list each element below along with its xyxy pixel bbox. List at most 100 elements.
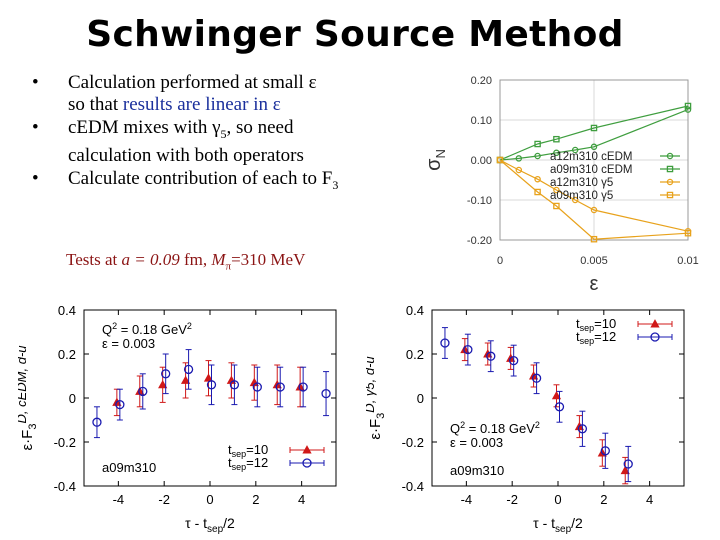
sigma-n-chart: 0.20 0.10 0.00 -0.10 -0.20 0 0.005 0.01 ε σN a12m3… xyxy=(423,75,699,295)
x-axis-label: τ - tsep/2 xyxy=(533,515,583,535)
data-point xyxy=(590,235,598,243)
data-point xyxy=(298,382,308,392)
y-tick-label: 0.2 xyxy=(58,347,76,362)
series-line-1 xyxy=(499,105,689,161)
bullet-item-2: cEDM mixes with γ5, so need calculation … xyxy=(30,117,450,167)
slide-title: Schwinger Source Method xyxy=(86,14,624,55)
x-tick-label: -2 xyxy=(506,492,518,507)
y-tick-label: 0.4 xyxy=(58,303,76,318)
x-tick-label: 0 xyxy=(497,255,503,267)
x-tick-label: 2 xyxy=(600,492,607,507)
y-tick-label: 0.4 xyxy=(406,303,424,318)
data-point xyxy=(183,364,194,375)
annotation-epsilon: ε = 0.003 xyxy=(450,435,503,450)
x-tick-label: 0 xyxy=(206,492,213,507)
bullet-item-3: Calculate contribution of each to F3 xyxy=(30,168,450,196)
data-point xyxy=(534,175,541,183)
data-point xyxy=(226,375,237,384)
data-point xyxy=(275,382,285,392)
data-point xyxy=(571,196,579,204)
legend-label: a12m310 cEDM xyxy=(550,151,632,163)
data-point xyxy=(620,465,630,475)
bullet-item-1: Calculation performed at small ε so that… xyxy=(30,72,450,116)
data-point xyxy=(534,140,541,148)
data-point xyxy=(590,143,598,151)
data-point xyxy=(553,135,560,143)
y-tick-label: 0.10 xyxy=(471,115,492,127)
data-point xyxy=(534,188,541,196)
y-tick-label: -0.4 xyxy=(402,479,424,494)
data-point xyxy=(553,202,560,210)
legend-marker xyxy=(302,445,312,454)
y-tick-label: -0.2 xyxy=(54,435,76,450)
legend-marker xyxy=(302,458,312,468)
data-point xyxy=(554,402,565,412)
legend-label: a09m310 γ5 xyxy=(550,190,613,202)
data-point xyxy=(590,206,598,214)
annotation-ensemble: a09m310 xyxy=(102,460,156,475)
data-point xyxy=(161,369,171,379)
data-point xyxy=(515,166,523,174)
legend-marker xyxy=(666,165,674,173)
data-point xyxy=(138,386,148,397)
y-tick-label: -0.10 xyxy=(467,195,492,207)
y-axis-label: σN xyxy=(423,149,448,171)
bullet-list: Calculation performed at small ε so that… xyxy=(30,72,450,197)
legend-label: tsep=10 xyxy=(576,316,616,333)
data-point xyxy=(600,446,610,456)
data-point xyxy=(509,355,519,366)
y-axis-label: ε·F3D, γ5, d-u xyxy=(366,356,387,439)
x-tick-label: -2 xyxy=(158,492,170,507)
annotation-ensemble: a09m310 xyxy=(450,463,504,478)
legend-label: tsep=12 xyxy=(228,455,268,472)
data-point xyxy=(229,380,240,390)
cedm-form-factor-chart: 0.4 0.2 0 -0.2 -0.4 -4 -2 0 2 4 τ - tsep/2 ε·F3D, c… xyxy=(18,303,337,535)
data-point xyxy=(496,156,504,164)
x-tick-label: 0.01 xyxy=(677,255,698,267)
data-point xyxy=(684,106,692,113)
series-line-0 xyxy=(499,109,689,161)
data-point xyxy=(623,459,633,469)
data-point xyxy=(115,399,125,410)
x-tick-label: 0.005 xyxy=(580,255,608,267)
data-point xyxy=(577,424,588,434)
data-point xyxy=(534,152,541,160)
x-tick-label: -4 xyxy=(113,492,125,507)
x-tick-label: 0 xyxy=(554,492,561,507)
legend-label: a09m310 cEDM xyxy=(550,164,632,176)
y-tick-label: -0.20 xyxy=(467,235,492,247)
x-tick-label: 4 xyxy=(646,492,653,507)
data-point xyxy=(553,186,560,194)
data-point xyxy=(531,373,542,383)
x-axis-label: ε xyxy=(590,273,599,295)
y-tick-label: 0.20 xyxy=(471,75,492,87)
y-tick-label: 0.2 xyxy=(406,347,424,362)
data-point xyxy=(203,373,214,382)
legend-label: a12m310 γ5 xyxy=(550,177,613,189)
y-tick-label: -0.4 xyxy=(54,479,76,494)
annotation-q2: Q2 = 0.18 GeV2 xyxy=(102,321,192,337)
data-point xyxy=(684,102,692,110)
data-point xyxy=(206,380,217,390)
data-point xyxy=(571,146,579,154)
y-tick-label: 0 xyxy=(417,391,424,406)
annotation-epsilon: ε = 0.003 xyxy=(102,336,155,351)
data-point xyxy=(321,388,331,399)
data-point xyxy=(249,377,259,387)
legend-label: tsep=12 xyxy=(576,329,616,346)
data-point xyxy=(551,390,562,400)
data-point xyxy=(440,338,450,348)
data-point xyxy=(463,344,473,355)
y-tick-label: 0.00 xyxy=(471,155,492,167)
x-tick-label: 2 xyxy=(252,492,259,507)
tests-caption: Tests at a = 0.09 fm, Mπ=310 MeV xyxy=(66,250,306,273)
data-point xyxy=(158,379,168,389)
y-axis-label: ε·F3D, cEDM, d-u xyxy=(18,346,39,451)
legend-marker xyxy=(666,152,674,160)
data-point xyxy=(486,351,496,361)
gamma5-form-factor-chart: 0.4 0.2 0 -0.2 -0.4 -4 -2 0 2 4 τ - tsep/2 ε·F3D, γ… xyxy=(366,303,685,535)
annotation-q2: Q2 = 0.18 GeV2 xyxy=(450,420,540,436)
data-point xyxy=(180,375,191,384)
x-tick-label: 4 xyxy=(298,492,305,507)
x-axis-label: τ - tsep/2 xyxy=(185,515,235,535)
